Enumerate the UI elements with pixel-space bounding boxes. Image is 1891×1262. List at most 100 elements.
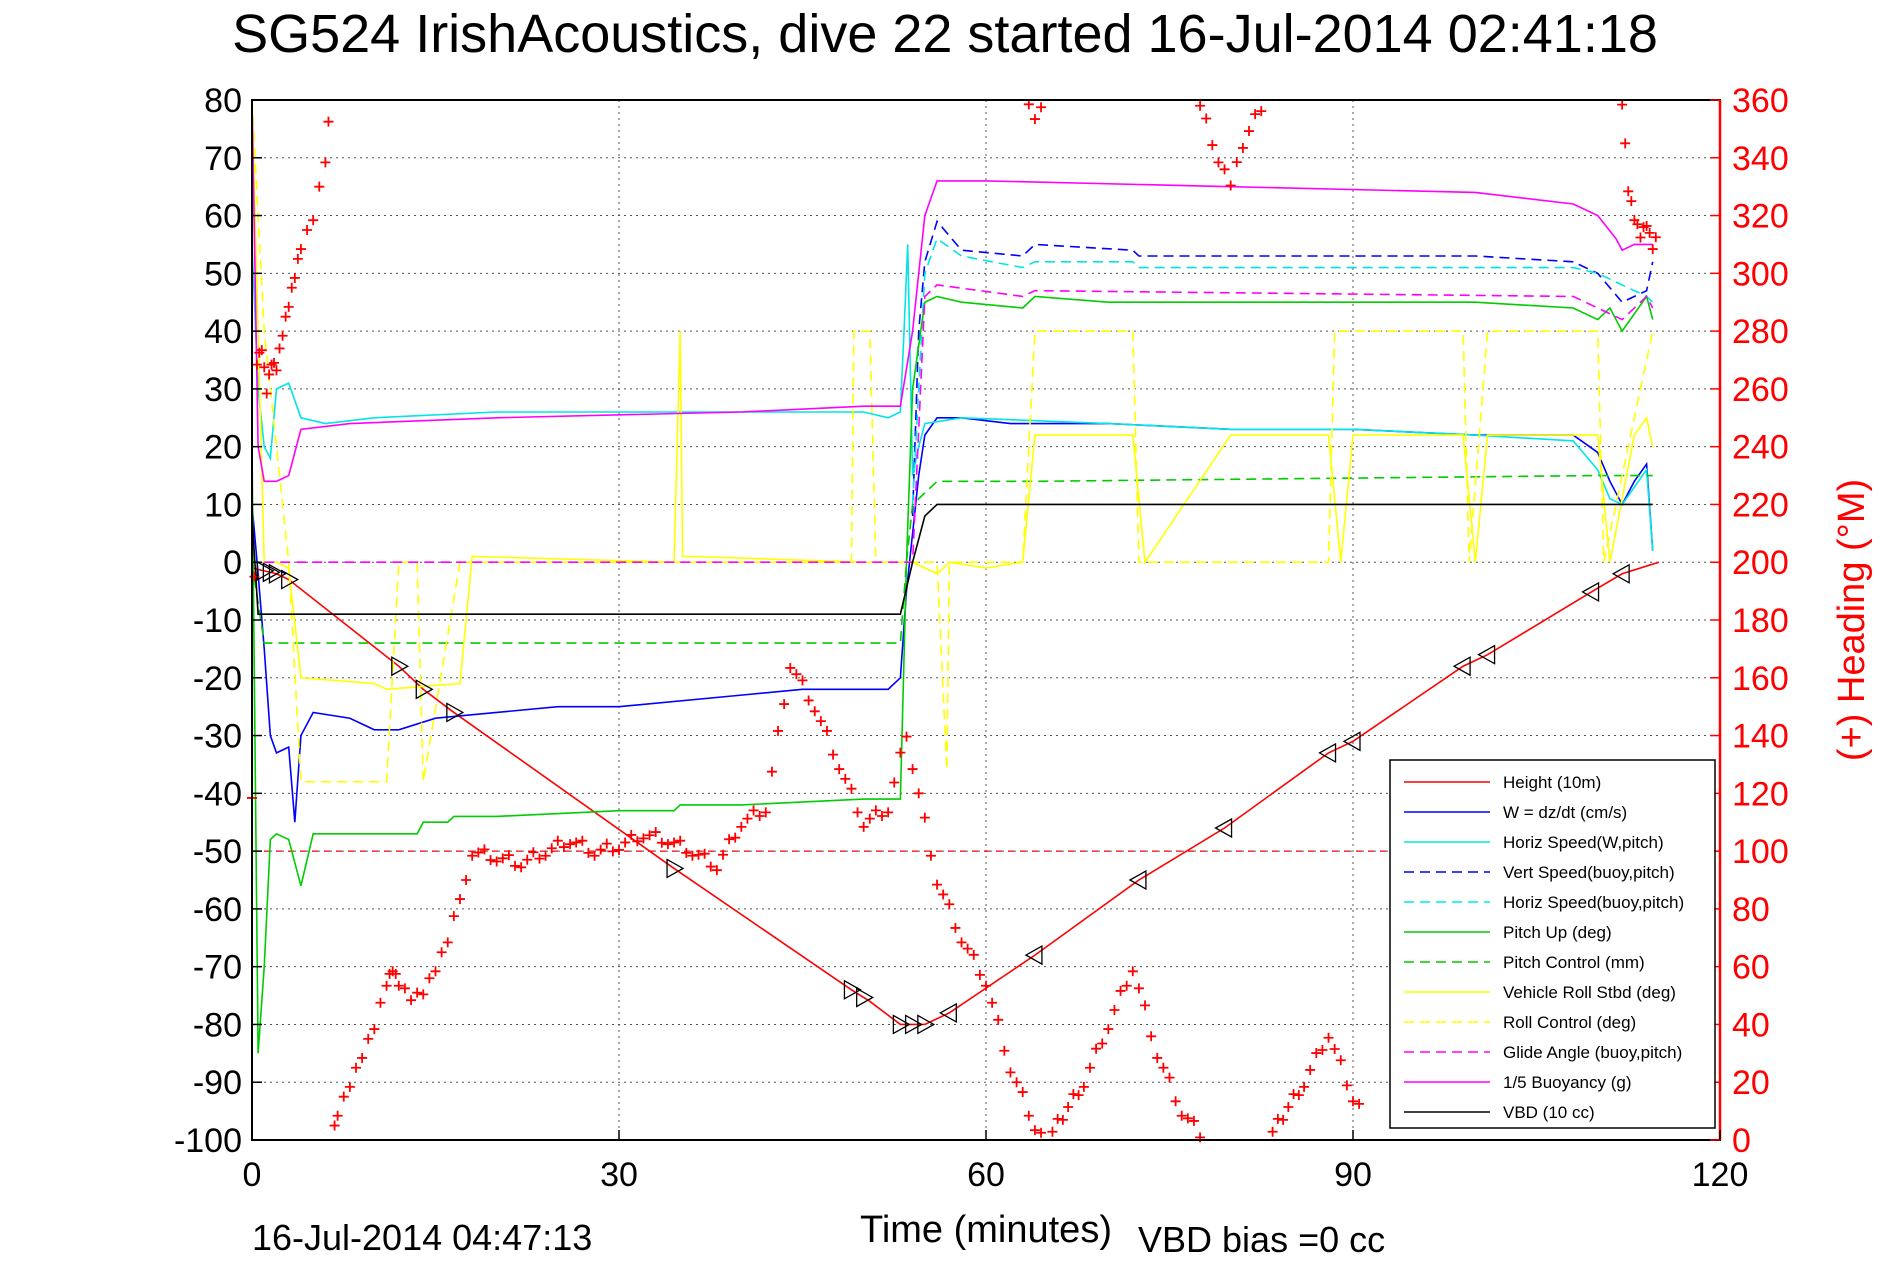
heading-point: [687, 850, 698, 861]
y-tick-label: -10: [193, 602, 242, 640]
heading-point: [280, 311, 291, 322]
heading-point: [412, 987, 423, 998]
heading-point: [1023, 1110, 1034, 1121]
heading-point: [430, 966, 441, 977]
y-right-tick-label: 280: [1732, 313, 1789, 351]
heading-point: [552, 835, 563, 846]
heading-point: [516, 862, 527, 873]
heading-point: [540, 850, 551, 861]
series-10-line: [264, 284, 1654, 564]
heading-point: [632, 836, 643, 847]
heading-point: [399, 983, 410, 994]
heading-point: [1267, 1126, 1278, 1137]
y-right-tick-label: 220: [1732, 486, 1789, 524]
depth-marker: [1024, 944, 1043, 966]
series-7-line: [251, 474, 1653, 644]
heading-point: [840, 773, 851, 784]
y-tick-label: 80: [204, 82, 242, 120]
y-right-tick-label: 260: [1732, 371, 1789, 409]
heading-point: [418, 989, 429, 1000]
heading-point: [681, 847, 692, 858]
y-right-tick-label: 180: [1732, 602, 1789, 640]
heading-point: [1650, 232, 1661, 243]
x-axis-label: Time (minutes): [860, 1209, 1112, 1251]
heading-point: [1311, 1048, 1322, 1059]
y-tick-label: -80: [193, 1006, 242, 1044]
heading-point: [1182, 1113, 1193, 1124]
heading-point: [938, 889, 949, 900]
heading-point: [791, 669, 802, 680]
depth-marker: [281, 569, 300, 590]
x-tick-label: 90: [1334, 1156, 1372, 1194]
heading-point: [1354, 1098, 1365, 1109]
heading-point: [864, 813, 875, 824]
heading-point: [467, 850, 478, 861]
heading-point: [375, 997, 386, 1008]
heading-point: [614, 844, 624, 855]
heading-point: [491, 856, 502, 867]
heading-point: [1305, 1064, 1316, 1075]
depth-marker: [917, 1014, 936, 1035]
heading-point: [925, 850, 936, 861]
heading-point: [1127, 966, 1138, 977]
heading-point: [638, 833, 649, 844]
heading-point: [1283, 1101, 1294, 1112]
heading-point: [1158, 1062, 1169, 1073]
heading-point: [1617, 99, 1628, 110]
heading-point: [1097, 1038, 1108, 1049]
depth-marker: [1611, 563, 1630, 584]
heading-point: [1121, 980, 1132, 991]
heading-point: [369, 1024, 380, 1035]
heading-point: [1084, 1062, 1095, 1073]
depth-marker: [391, 656, 410, 677]
heading-point: [286, 282, 297, 293]
heading-point: [261, 388, 272, 399]
y-right-tick-label: 20: [1732, 1064, 1770, 1102]
heading-point: [962, 943, 973, 954]
heading-point: [717, 849, 728, 860]
heading-point: [736, 821, 747, 832]
heading-point: [662, 839, 673, 850]
y-right-tick-label: 200: [1732, 544, 1789, 582]
series-12-line: [251, 503, 1653, 616]
heading-point: [302, 225, 313, 235]
depth-marker: [856, 987, 874, 1008]
y-tick-label: 0: [223, 544, 242, 582]
heading-point: [999, 1045, 1010, 1056]
heading-point: [338, 1091, 349, 1102]
heading-point: [846, 783, 857, 794]
heading-point: [1068, 1089, 1079, 1100]
heading-point: [436, 947, 447, 958]
y-tick-label: 50: [204, 255, 242, 293]
y-tick-label: -50: [193, 833, 242, 871]
depth-marker: [1581, 581, 1600, 603]
left-axis-ticks: 80 70 60 50 40 30 20 10 0 -10 -20 -30 -40 -50 -60 -70 -8…: [174, 82, 262, 1160]
heading-point: [1626, 196, 1637, 207]
y-right-tick-label: 80: [1732, 891, 1770, 929]
heading-point: [1278, 1114, 1289, 1125]
heading-point: [1644, 227, 1655, 238]
legend-entry-label: 1/5 Buoyancy (g): [1503, 1073, 1632, 1092]
heading-point: [473, 847, 484, 858]
heading-point: [274, 343, 285, 354]
y-tick-label: -40: [193, 775, 242, 813]
heading-point: [760, 807, 771, 818]
heading-point: [1250, 109, 1261, 120]
heading-point: [724, 834, 735, 845]
heading-point: [956, 937, 967, 948]
heading-point: [620, 837, 631, 848]
heading-point: [1017, 1087, 1028, 1098]
heading-point: [974, 969, 985, 980]
heading-point: [803, 695, 814, 706]
legend-entry-label: Roll Control (deg): [1503, 1013, 1636, 1032]
heading-point: [601, 838, 612, 849]
heading-point: [510, 860, 521, 871]
depth-marker: [1214, 817, 1233, 839]
heading-point: [357, 1052, 368, 1063]
heading-point: [981, 980, 991, 991]
heading-point: [461, 875, 472, 885]
heading-point: [968, 949, 979, 960]
depth-marker: [1318, 742, 1337, 764]
y-right-tick-label: 300: [1732, 255, 1789, 293]
legend-entry-label: Height (10m): [1503, 773, 1601, 792]
